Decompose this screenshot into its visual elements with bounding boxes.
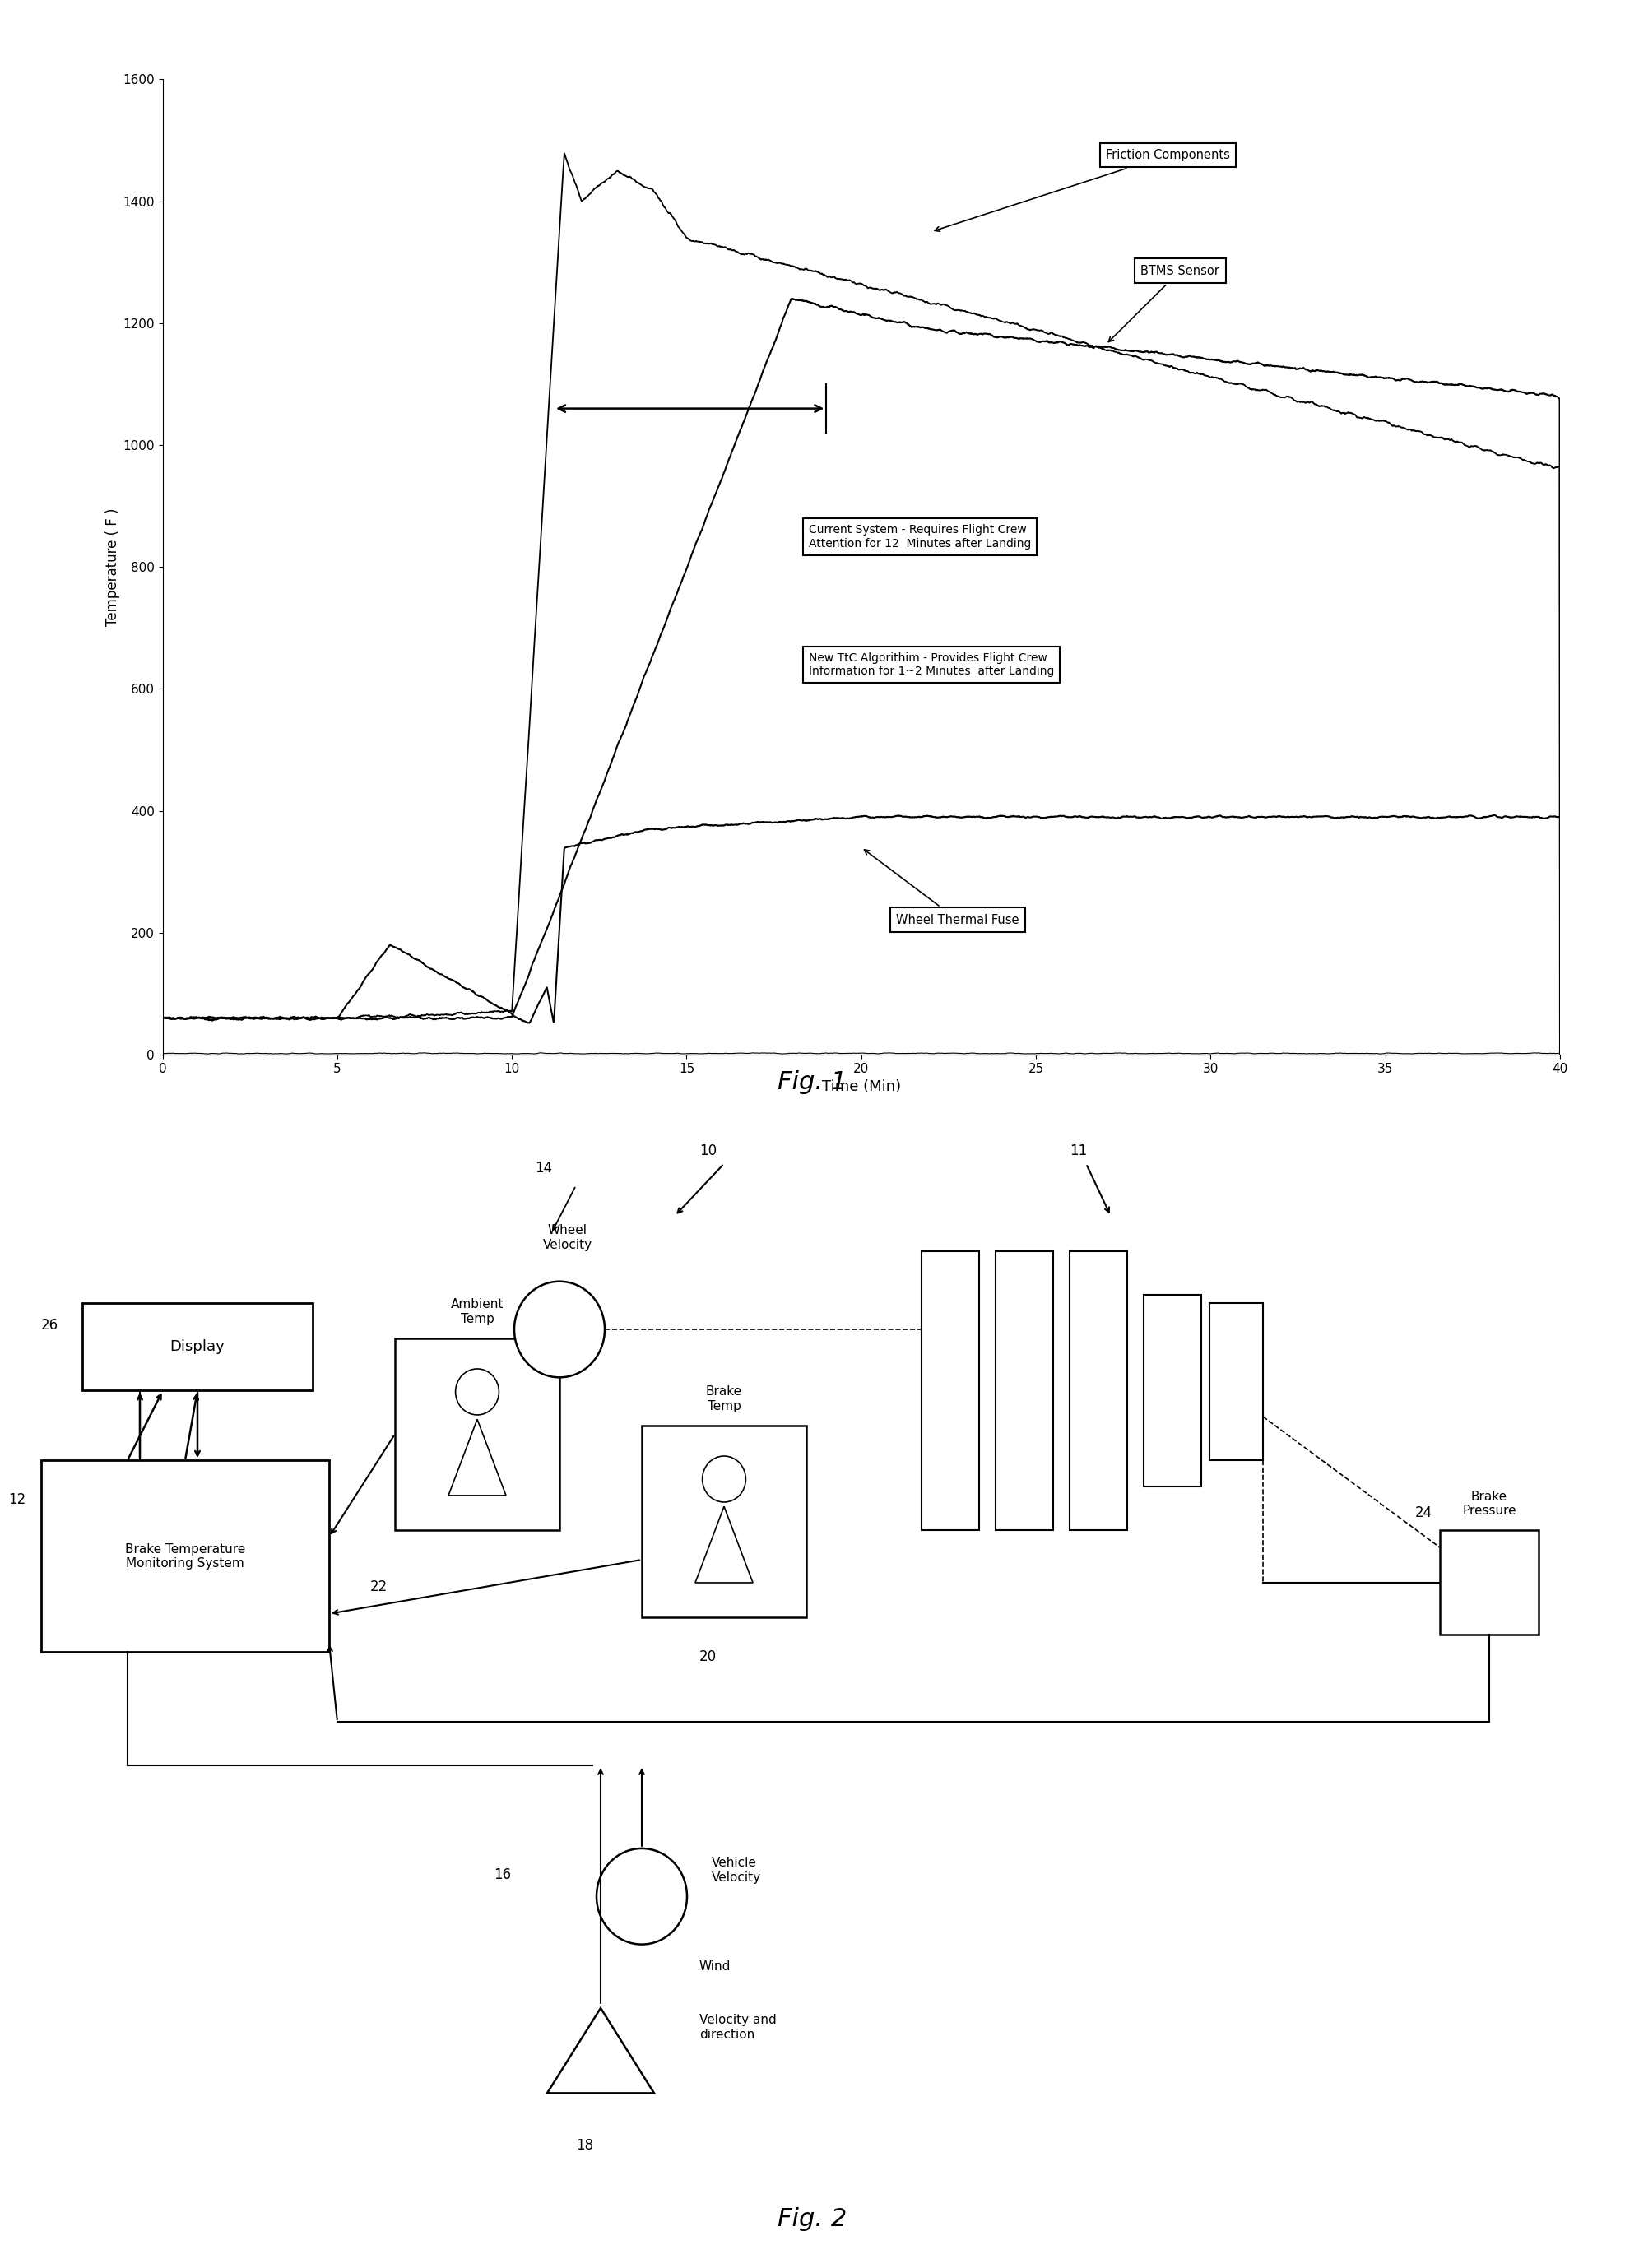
Text: Ambient
Temp: Ambient Temp — [450, 1297, 504, 1325]
Text: 16: 16 — [494, 1867, 510, 1882]
Circle shape — [455, 1370, 499, 1415]
Text: 10: 10 — [699, 1143, 717, 1159]
Bar — [1209, 1304, 1263, 1461]
Y-axis label: Temperature ( F ): Temperature ( F ) — [106, 508, 120, 626]
Text: Vehicle
Velocity: Vehicle Velocity — [712, 1857, 760, 1882]
Text: Velocity and
direction: Velocity and direction — [699, 2014, 777, 2041]
Text: Fig. 1: Fig. 1 — [778, 1070, 847, 1095]
Bar — [41, 1461, 330, 1651]
Bar — [395, 1338, 559, 1531]
Text: 20: 20 — [699, 1649, 717, 1665]
Text: Wheel Thermal Fuse: Wheel Thermal Fuse — [865, 850, 1019, 925]
Bar — [1144, 1295, 1201, 1486]
Text: Fig. 2: Fig. 2 — [778, 2207, 847, 2232]
Circle shape — [596, 1848, 687, 1944]
Polygon shape — [696, 1506, 752, 1583]
Bar — [1440, 1531, 1539, 1635]
Text: 26: 26 — [41, 1318, 58, 1334]
Text: Brake
Pressure: Brake Pressure — [1462, 1490, 1516, 1517]
Text: Friction Components: Friction Components — [934, 150, 1230, 231]
Text: New TtC Algorithim - Provides Flight Crew
Information for 1~2 Minutes  after Lan: New TtC Algorithim - Provides Flight Cre… — [809, 653, 1055, 678]
Text: 11: 11 — [1069, 1143, 1087, 1159]
Text: Wind: Wind — [699, 1960, 731, 1973]
Text: Brake
Temp: Brake Temp — [705, 1386, 743, 1413]
Bar — [921, 1252, 980, 1531]
Bar — [996, 1252, 1053, 1531]
Circle shape — [514, 1281, 605, 1377]
Text: Brake Temperature
Monitoring System: Brake Temperature Monitoring System — [125, 1542, 245, 1569]
X-axis label: Time (Min): Time (Min) — [822, 1080, 900, 1095]
Bar — [642, 1424, 806, 1617]
Bar — [1069, 1252, 1128, 1531]
Text: Wheel
Velocity: Wheel Velocity — [543, 1225, 593, 1252]
Circle shape — [702, 1456, 746, 1501]
Text: BTMS Sensor: BTMS Sensor — [1108, 265, 1220, 342]
Text: 14: 14 — [535, 1161, 552, 1175]
Polygon shape — [449, 1420, 505, 1495]
Bar — [83, 1304, 312, 1390]
Text: 22: 22 — [371, 1579, 388, 1594]
Text: 12: 12 — [8, 1492, 26, 1508]
Text: 24: 24 — [1415, 1506, 1433, 1520]
Text: Display: Display — [171, 1340, 224, 1354]
Text: 18: 18 — [575, 2139, 593, 2152]
Text: Current System - Requires Flight Crew
Attention for 12  Minutes after Landing: Current System - Requires Flight Crew At… — [809, 524, 1032, 549]
Polygon shape — [548, 2007, 655, 2093]
